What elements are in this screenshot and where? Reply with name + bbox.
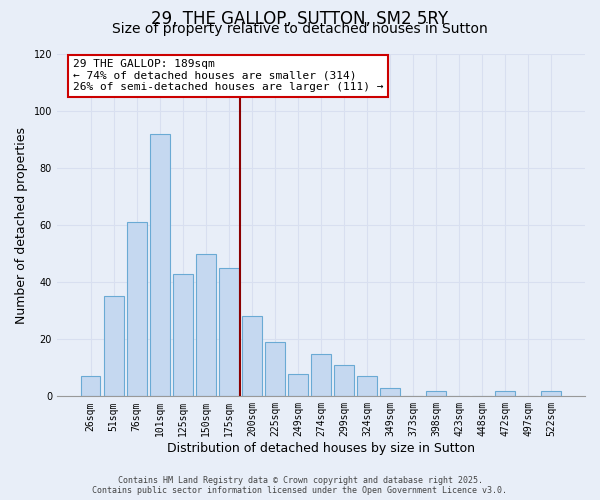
Bar	[196, 254, 215, 396]
Bar	[173, 274, 193, 396]
Text: 29, THE GALLOP, SUTTON, SM2 5RY: 29, THE GALLOP, SUTTON, SM2 5RY	[151, 10, 449, 28]
Bar	[357, 376, 377, 396]
Bar	[311, 354, 331, 397]
Bar	[242, 316, 262, 396]
Text: Contains HM Land Registry data © Crown copyright and database right 2025.
Contai: Contains HM Land Registry data © Crown c…	[92, 476, 508, 495]
Bar	[81, 376, 100, 396]
Bar	[127, 222, 146, 396]
Text: Size of property relative to detached houses in Sutton: Size of property relative to detached ho…	[112, 22, 488, 36]
Bar	[334, 365, 354, 396]
Bar	[265, 342, 284, 396]
Bar	[219, 268, 239, 396]
Bar	[150, 134, 170, 396]
Bar	[380, 388, 400, 396]
Bar	[104, 296, 124, 396]
Bar	[288, 374, 308, 396]
Bar	[426, 390, 446, 396]
Y-axis label: Number of detached properties: Number of detached properties	[15, 126, 28, 324]
Bar	[496, 390, 515, 396]
X-axis label: Distribution of detached houses by size in Sutton: Distribution of detached houses by size …	[167, 442, 475, 455]
Text: 29 THE GALLOP: 189sqm
← 74% of detached houses are smaller (314)
26% of semi-det: 29 THE GALLOP: 189sqm ← 74% of detached …	[73, 59, 383, 92]
Bar	[541, 390, 561, 396]
